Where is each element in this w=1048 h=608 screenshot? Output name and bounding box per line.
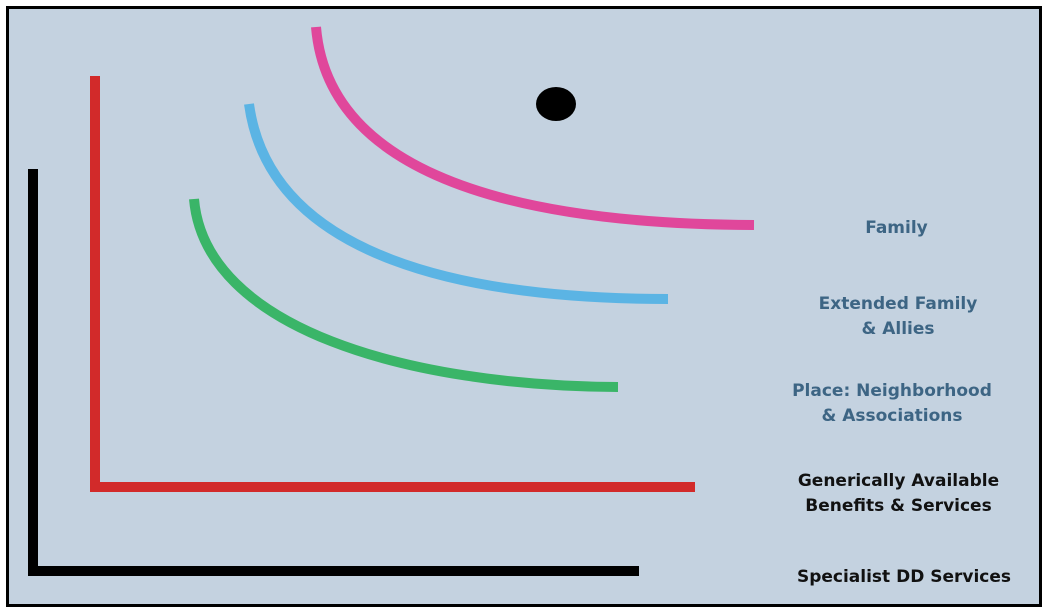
label-line: & Allies bbox=[861, 319, 935, 339]
family-curve bbox=[311, 26, 755, 230]
label-family: Family bbox=[849, 216, 944, 241]
label-line: & Associations bbox=[821, 406, 963, 426]
label-line: Benefits & Services bbox=[805, 496, 992, 516]
label-line: Generically Available bbox=[797, 471, 1000, 491]
label-place: Place: Neighborhood & Associations bbox=[777, 379, 1007, 429]
specialist-services-axes bbox=[28, 169, 639, 576]
label-specialist-services: Specialist DD Services bbox=[779, 565, 1029, 590]
support-layers-diagram bbox=[28, 26, 755, 576]
label-line: Extended Family bbox=[818, 294, 978, 314]
place-curve bbox=[189, 198, 619, 392]
extended-family-curve bbox=[244, 103, 669, 304]
person-marker bbox=[536, 87, 576, 121]
generic-services-axes bbox=[90, 76, 695, 492]
label-generic-services: Generically Available Benefits & Service… bbox=[771, 469, 1026, 519]
label-line: Specialist DD Services bbox=[796, 567, 1012, 587]
diagram-panel: Family Extended Family & Allies Place: N… bbox=[6, 6, 1042, 607]
label-extended-family: Extended Family & Allies bbox=[793, 292, 1003, 342]
label-line: Place: Neighborhood bbox=[792, 381, 992, 401]
label-line: Family bbox=[865, 218, 928, 238]
